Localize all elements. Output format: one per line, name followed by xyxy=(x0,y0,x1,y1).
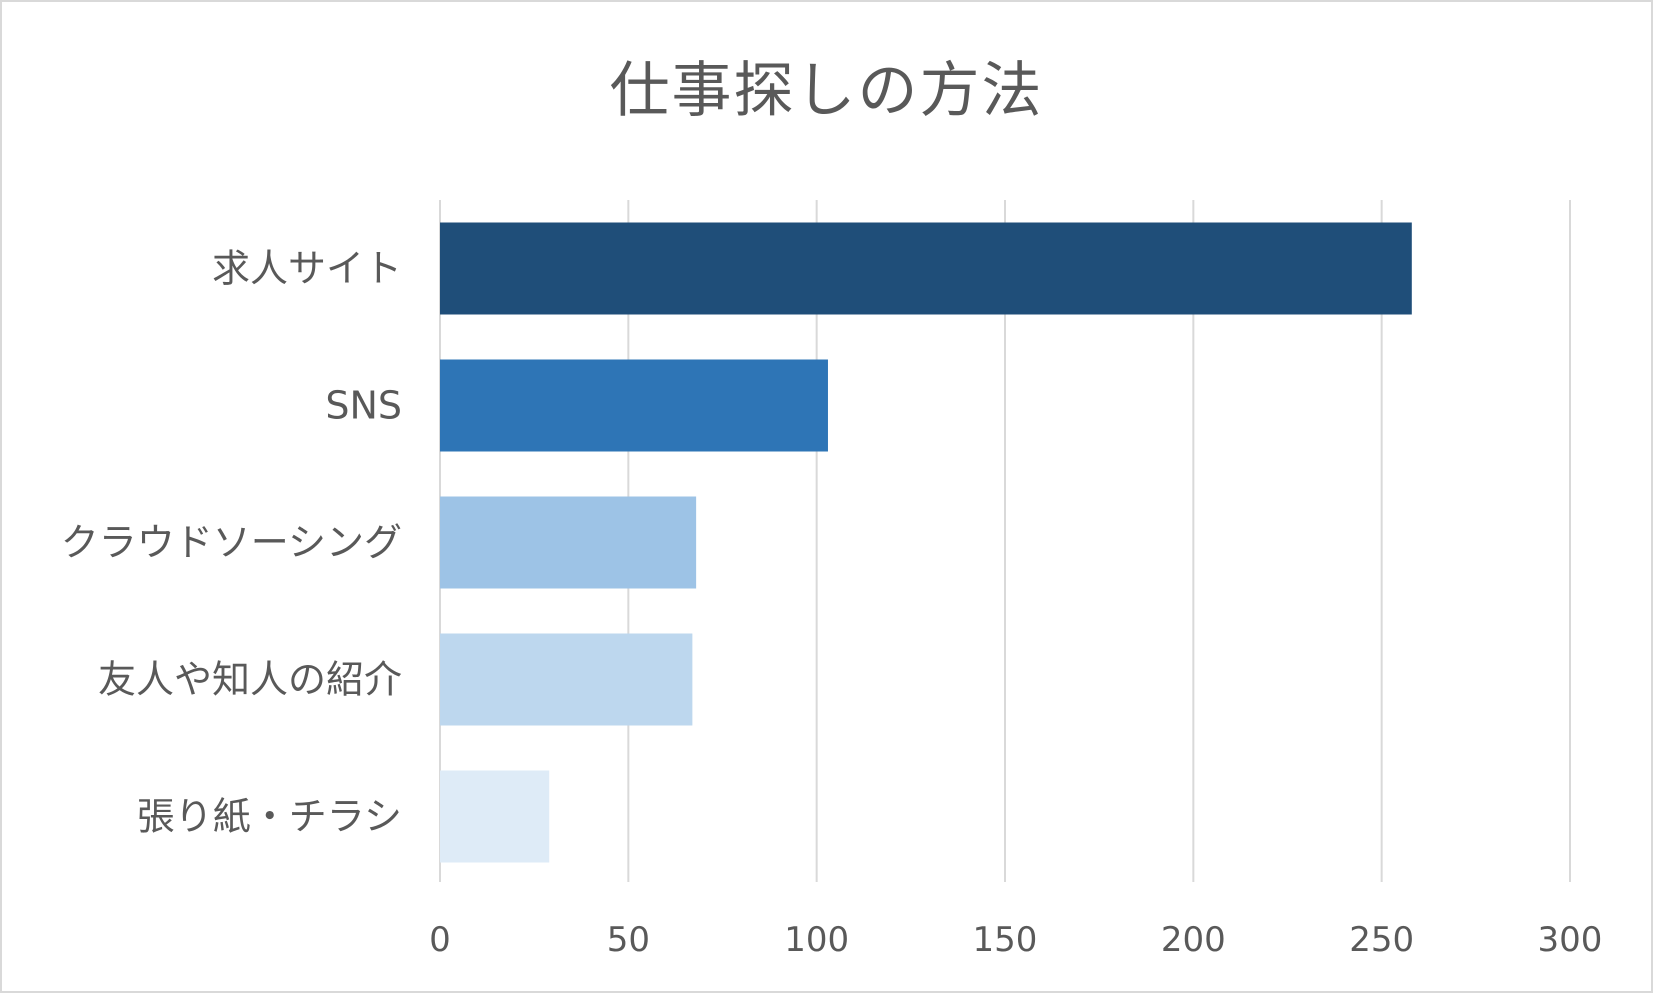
category-label: クラウドソーシング xyxy=(61,521,402,565)
bar-4 xyxy=(440,770,550,863)
bar-0 xyxy=(440,222,1412,315)
bar-3 xyxy=(440,633,693,726)
category-label: 求人サイト xyxy=(212,247,402,291)
category-label: 張り紙・チラシ xyxy=(137,795,402,839)
chart-title: 仕事探しの方法 xyxy=(609,56,1044,126)
bar-1 xyxy=(440,359,828,452)
x-tick-label: 0 xyxy=(429,920,451,960)
x-tick-label: 100 xyxy=(784,920,849,960)
x-tick-label: 150 xyxy=(973,920,1038,960)
x-tick-label: 300 xyxy=(1538,920,1603,960)
bar-2 xyxy=(440,496,697,589)
x-tick-label: 250 xyxy=(1349,920,1414,960)
x-tick-label: 50 xyxy=(607,920,650,960)
category-label: 友人や知人の紹介 xyxy=(98,658,402,702)
x-tick-label: 200 xyxy=(1161,920,1226,960)
category-label: SNS xyxy=(325,384,402,428)
